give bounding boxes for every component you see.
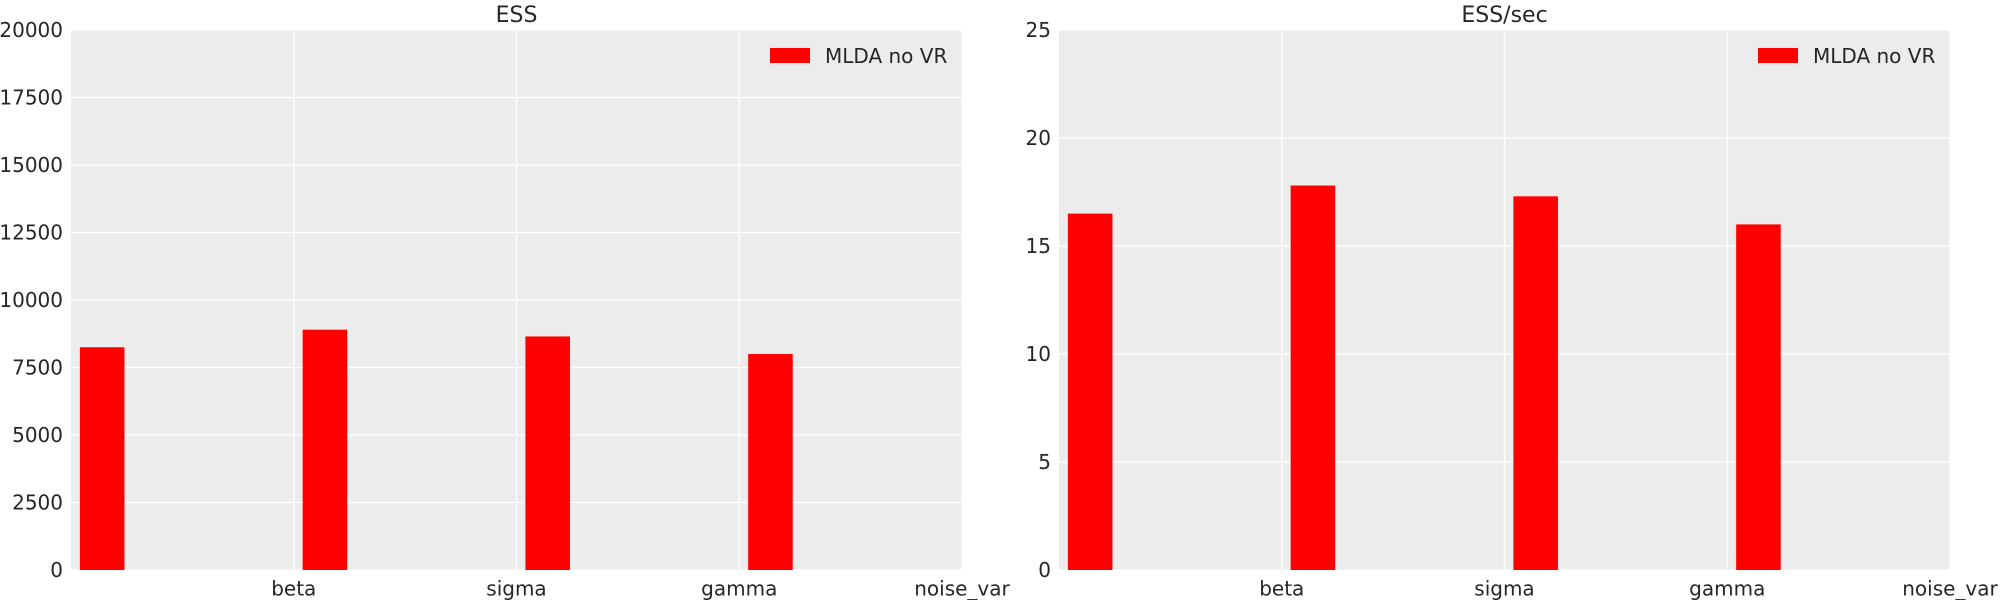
legend: MLDA no VR <box>770 44 947 68</box>
bar-sigma <box>1290 185 1336 570</box>
y-tick-label: 20 <box>1026 126 1051 150</box>
y-tick-label: 5000 <box>12 423 63 447</box>
legend-swatch <box>1758 48 1798 63</box>
x-tick-label: beta <box>271 577 316 600</box>
bar-gamma <box>1513 196 1558 570</box>
x-tick-label: gamma <box>1689 577 1765 600</box>
chart-panel-ess: 0 2500 5000 7500 10000 12500 15000 17500 20000 be… <box>0 3 1011 600</box>
bar-noise-var <box>1736 224 1781 570</box>
legend-label: MLDA no VR <box>825 44 947 68</box>
bar-noise-var <box>748 354 793 570</box>
bar-beta <box>79 347 125 570</box>
y-tick-label: 15000 <box>0 153 63 177</box>
y-tick-label: 0 <box>50 558 63 582</box>
bar-gamma <box>525 336 570 570</box>
x-tick-label: sigma <box>486 577 546 600</box>
y-tick-label: 2500 <box>12 491 63 515</box>
chart-panel-ess-per-sec: 0 5 10 15 20 25 beta sigma gamma noise_var ESS/sec… <box>1026 3 1999 600</box>
x-tick-label: gamma <box>701 577 777 600</box>
legend-swatch <box>770 48 810 63</box>
y-tick-label: 12500 <box>0 221 63 245</box>
y-tick-label: 20000 <box>0 18 63 42</box>
y-tick-label: 5 <box>1038 450 1051 474</box>
bar-beta <box>1067 213 1113 570</box>
y-tick-label: 7500 <box>12 356 63 380</box>
legend: MLDA no VR <box>1758 44 1935 68</box>
x-tick-label: sigma <box>1474 577 1534 600</box>
y-tick-label: 17500 <box>0 86 63 110</box>
y-tick-label: 10 <box>1026 342 1051 366</box>
x-tick-label: beta <box>1259 577 1304 600</box>
chart-title: ESS <box>496 3 538 28</box>
x-tick-label: noise_var <box>914 577 1010 600</box>
y-tick-label: 25 <box>1026 18 1051 42</box>
x-tick-label: noise_var <box>1902 577 1998 600</box>
legend-label: MLDA no VR <box>1813 44 1935 68</box>
chart-title: ESS/sec <box>1461 3 1547 28</box>
y-tick-label: 15 <box>1026 234 1051 258</box>
bar-sigma <box>302 329 348 570</box>
y-tick-label: 0 <box>1038 558 1051 582</box>
y-tick-label: 10000 <box>0 288 63 312</box>
